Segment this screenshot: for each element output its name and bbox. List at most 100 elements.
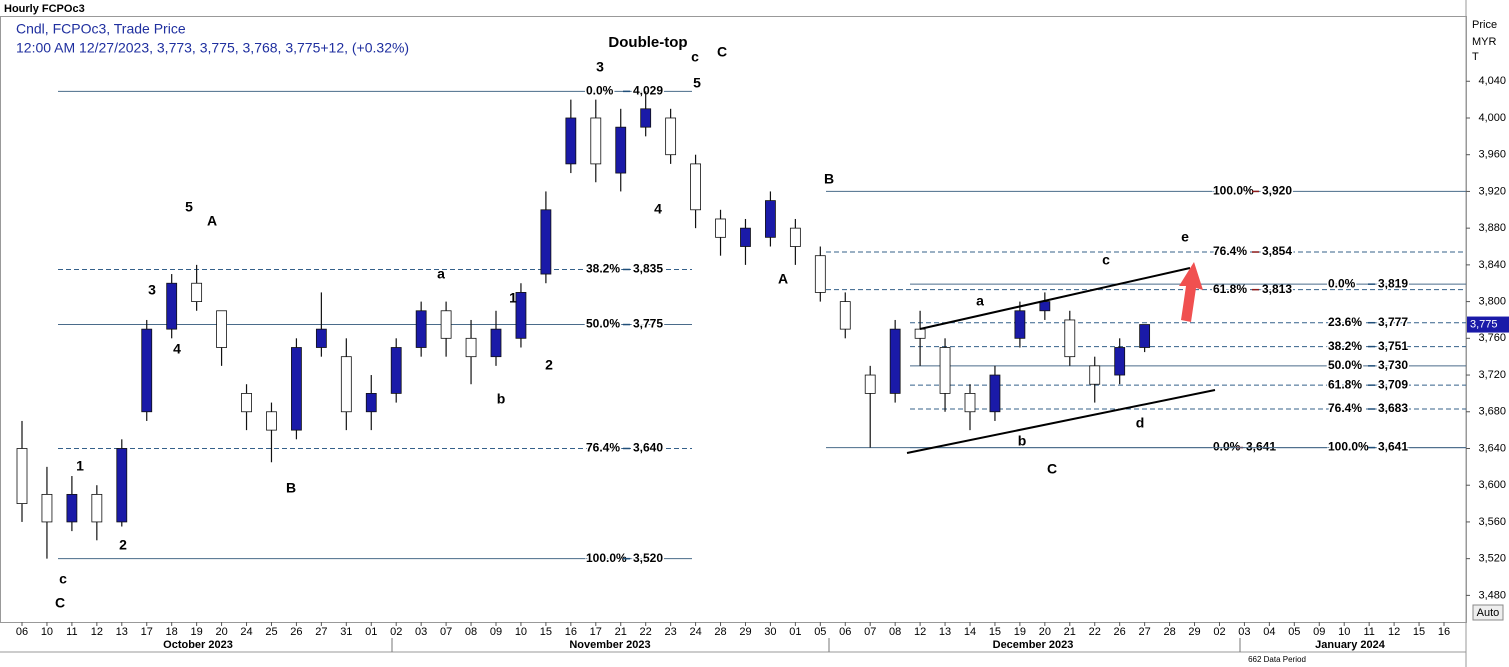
wave-label: B (286, 480, 296, 496)
candle-body (365, 393, 377, 413)
candle-body (765, 200, 776, 238)
fib-percent: 100.0% (586, 551, 627, 565)
candle-body (315, 328, 327, 348)
wave-label: 2 (545, 357, 553, 373)
wave-label: d (1136, 415, 1145, 431)
axis-sub: T (1472, 51, 1479, 63)
x-tick-label: 19 (191, 626, 203, 638)
y-tick-label: 3,600 (1478, 479, 1506, 491)
fib-percent: 61.8% (1328, 377, 1362, 391)
wave-label: 5 (693, 75, 701, 91)
x-tick-label: 29 (739, 626, 751, 638)
x-tick-label: 07 (864, 626, 876, 638)
fib-value: 3,920 (1262, 184, 1292, 198)
month-label: November 2023 (569, 639, 650, 651)
x-tick-label: 17 (141, 626, 153, 638)
fib-value: 3,854 (1262, 244, 1292, 258)
candle-body (715, 218, 726, 238)
candle-body (839, 301, 851, 330)
auto-label[interactable]: Auto (1477, 607, 1500, 619)
x-tick-label: 12 (914, 626, 926, 638)
x-tick-label: 10 (515, 626, 527, 638)
x-tick-label: 07 (440, 626, 452, 638)
candle-body (116, 448, 128, 523)
x-tick-label: 02 (390, 626, 402, 638)
y-tick-label: 3,680 (1478, 406, 1506, 418)
month-label: January 2024 (1315, 639, 1386, 651)
candle-body (1039, 301, 1051, 312)
axis-title: Price (1472, 19, 1497, 31)
wave-label: 1 (509, 290, 517, 306)
x-tick-label: 29 (1188, 626, 1200, 638)
candle-body (390, 347, 402, 394)
trendline (919, 267, 1191, 330)
candle-body (814, 255, 826, 293)
x-tick-label: 15 (1413, 626, 1425, 638)
fib-value: 3,730 (1378, 358, 1408, 372)
wave-label: b (497, 391, 506, 407)
candle-body (914, 328, 926, 339)
fib-value: 3,835 (633, 262, 663, 276)
candle-body (340, 356, 352, 413)
candle-body (864, 374, 876, 394)
candle-body (515, 292, 527, 339)
month-label: October 2023 (163, 639, 233, 651)
wave-label: e (1181, 229, 1189, 245)
x-tick-label: 28 (714, 626, 726, 638)
candle-body (690, 163, 701, 211)
last-price-label: 3,775 (1470, 318, 1498, 330)
auto-button[interactable] (1472, 604, 1504, 621)
x-tick-label: 15 (989, 626, 1001, 638)
candle-body (740, 227, 751, 247)
fib-percent: 100.0% (1213, 184, 1254, 198)
wave-label: a (976, 293, 984, 309)
candle-body (565, 117, 577, 165)
candle-body (465, 337, 477, 358)
wave-label: b (1018, 433, 1027, 449)
x-tick-label: 22 (1089, 626, 1101, 638)
candle-body (216, 310, 227, 348)
fib-percent: 50.0% (1328, 358, 1362, 372)
wave-label: C (55, 595, 65, 611)
fib-value: 3,520 (633, 551, 663, 565)
candle-body (66, 493, 78, 523)
fib-percent: 50.0% (586, 317, 620, 331)
x-tick-label: 23 (665, 626, 677, 638)
fib-percent: 0.0% (586, 84, 614, 98)
candle-body (191, 282, 203, 302)
x-tick-label: 30 (764, 626, 776, 638)
fib-value: 3,683 (1378, 401, 1408, 415)
candle-body (16, 448, 28, 504)
y-tick-label: 3,960 (1478, 149, 1506, 161)
wave-label: a (437, 266, 445, 282)
candle-body (41, 493, 53, 523)
wave-label: 4 (173, 341, 181, 357)
candle-body (1064, 319, 1076, 358)
fib-value: 4,029 (633, 84, 663, 98)
fib-value: 3,751 (1378, 339, 1408, 353)
y-tick-label: 3,880 (1478, 222, 1506, 234)
x-tick-label: 24 (240, 626, 252, 638)
candle-body (939, 347, 951, 394)
x-tick-label: 24 (689, 626, 701, 638)
x-tick-label: 15 (540, 626, 552, 638)
candle-body (1089, 365, 1101, 385)
fib-percent: 76.4% (586, 441, 620, 455)
x-tick-label: 05 (1288, 626, 1300, 638)
x-tick-label: 21 (1064, 626, 1076, 638)
x-tick-label: 02 (1213, 626, 1225, 638)
x-tick-label: 14 (964, 626, 976, 638)
series-label: Cndl, FCPOc3, Trade Price (16, 21, 186, 37)
y-tick-label: 3,480 (1478, 589, 1506, 601)
candle-body (91, 493, 103, 523)
candle-body (291, 347, 302, 431)
candle-body (964, 393, 976, 413)
wave-label: B (824, 171, 834, 187)
wave-label: C (1047, 461, 1057, 477)
fib-value: 3,709 (1378, 377, 1408, 391)
y-tick-label: 3,560 (1478, 516, 1506, 528)
x-tick-label: 21 (615, 626, 627, 638)
candle-body (789, 227, 801, 247)
x-tick-label: 26 (1114, 626, 1126, 638)
